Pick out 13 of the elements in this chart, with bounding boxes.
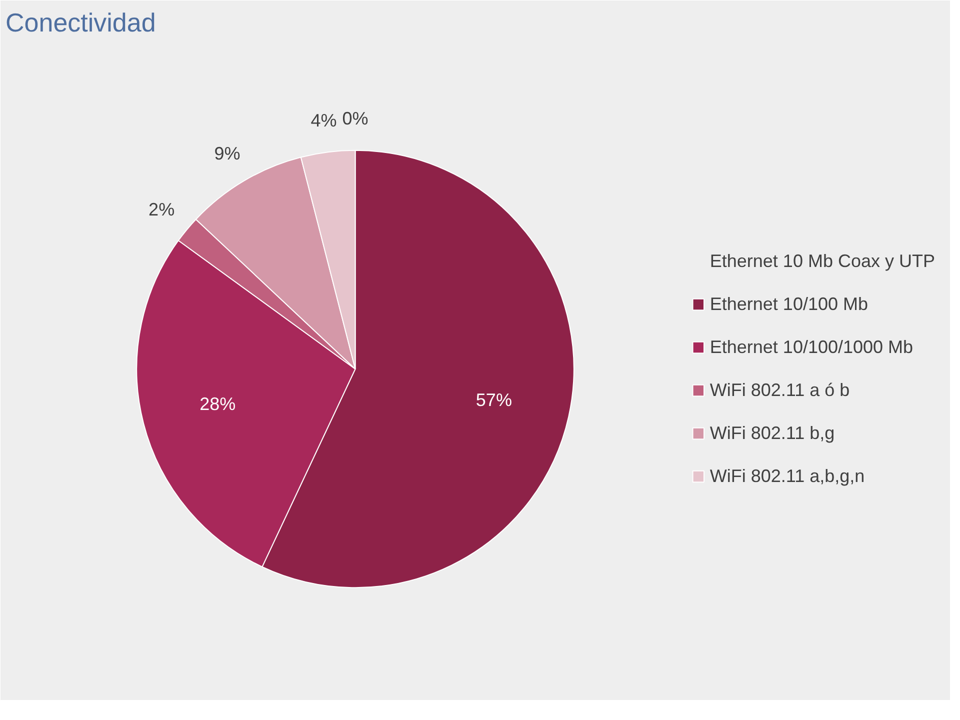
text: 0% — [342, 108, 368, 129]
data-label: 9% — [214, 144, 240, 164]
category-label: Ethernet 10 Mb Coax y UTP — [710, 250, 935, 270]
data-label: 2% — [148, 199, 175, 220]
legend-label: Ethernet 10/100/1000 Mb — [710, 336, 914, 358]
data-label: 4% — [310, 110, 337, 131]
legend-label: WiFi 802.11 b,g — [710, 422, 835, 444]
legend-label: WiFi 802.11 a,b,g,n — [710, 466, 865, 486]
legend-label: WiFi 802.11 a ó b — [710, 380, 850, 400]
legend-label: Ethernet 10/100 Mb — [710, 294, 868, 314]
chart-title: Conectividad — [6, 8, 156, 38]
data-label: 28% — [200, 394, 236, 414]
data-label: 57% — [476, 390, 512, 410]
